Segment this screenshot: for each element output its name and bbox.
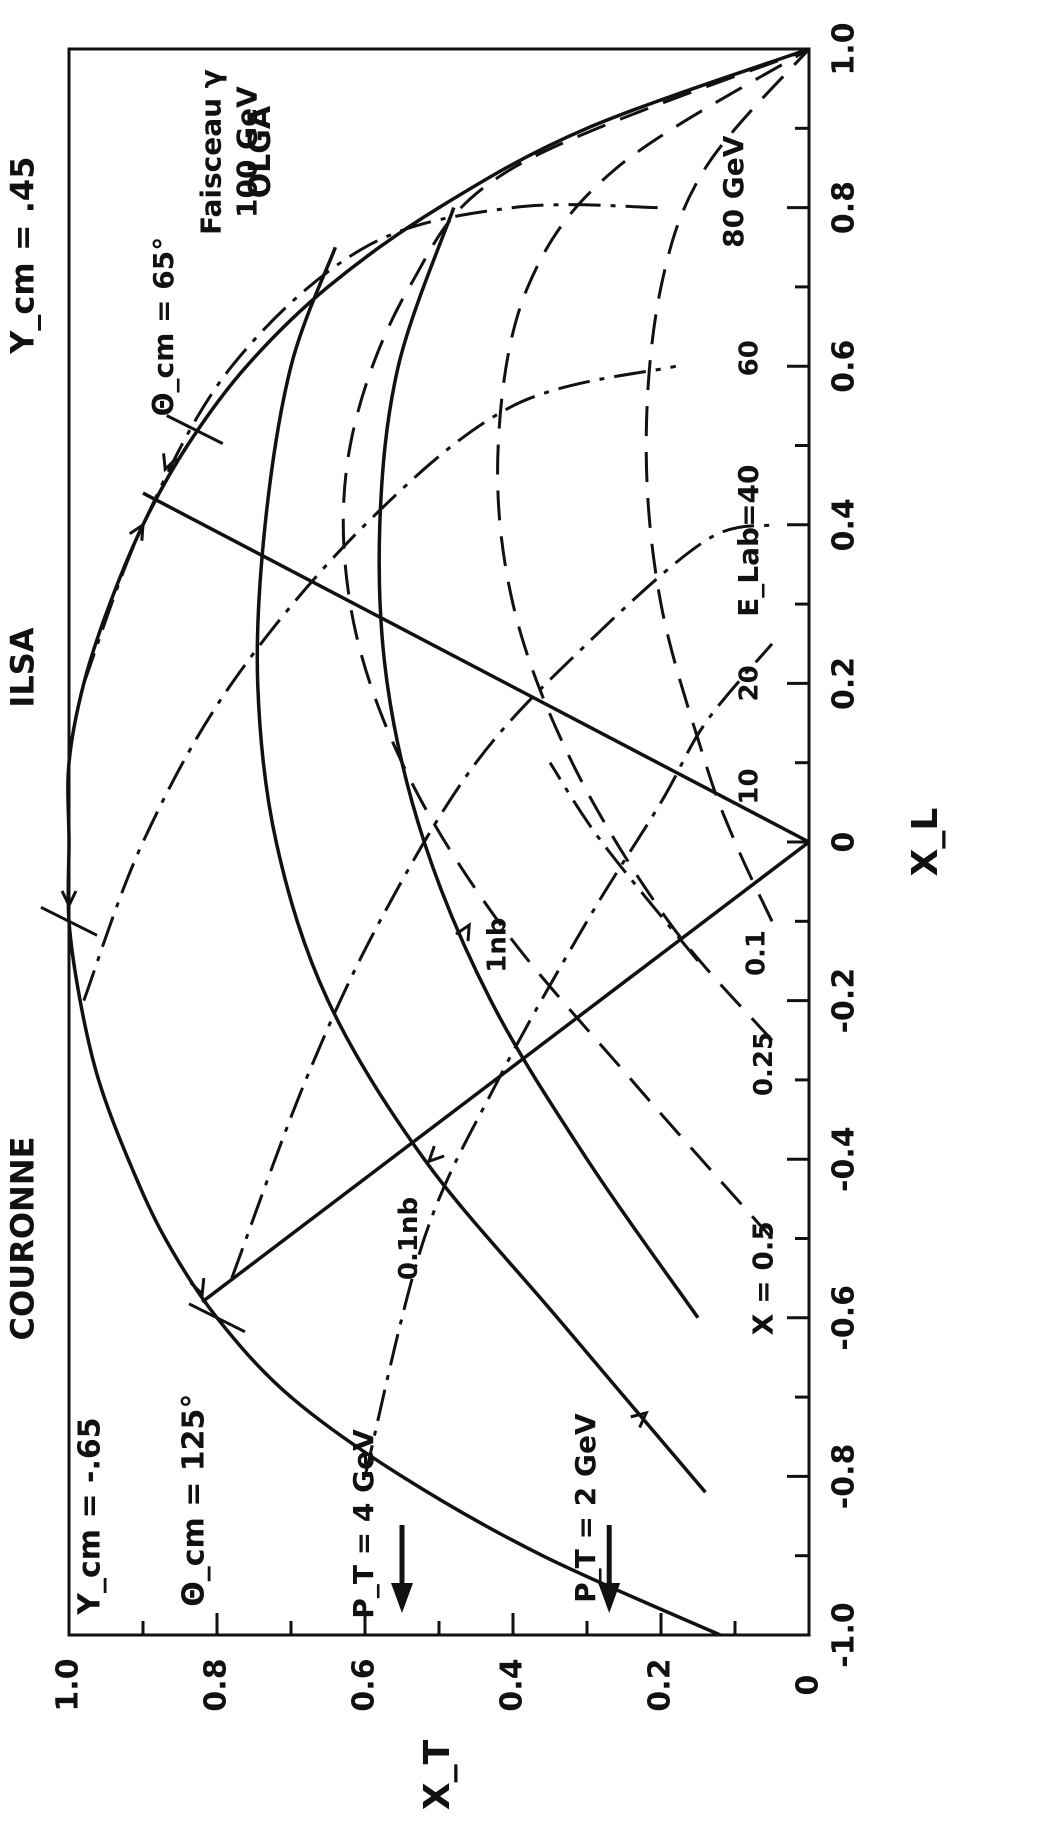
- annotation-group: OLGA ILSA COURONNE Y_cm = .45 Θ_cm = 65° Y_cm…: [4, 69, 780, 1619]
- label-e60: 60: [734, 340, 764, 376]
- xl-tick-label: -1.0: [827, 1602, 862, 1668]
- arrow-head: [630, 1410, 649, 1429]
- boundary-marker-tick: [166, 414, 224, 445]
- label-couronne: COURONNE: [4, 1137, 42, 1341]
- xt-tick-label: 0.2: [643, 1658, 678, 1711]
- label-pt-2gev: P_T = 2 GeV: [569, 1413, 602, 1603]
- boundary-marker-tick: [188, 1302, 246, 1334]
- pt-arrow-head: [391, 1583, 413, 1613]
- label-pt-4gev: P_T = 4 GeV: [347, 1429, 380, 1619]
- xl-tick-label: -0.8: [827, 1444, 862, 1510]
- xl-axis-title: X_L: [905, 808, 946, 877]
- elab-contour-dashdot: [82, 364, 677, 1002]
- x-contour-dashed: [341, 47, 810, 1240]
- label-x-01: 0.1: [742, 930, 772, 976]
- x-contour-dashed: [496, 47, 810, 1042]
- xt-tick-label: 0: [791, 1675, 826, 1696]
- xl-tick-label: -0.4: [827, 1126, 862, 1192]
- detector-angle-line: [142, 491, 810, 844]
- xt-tick-label: 0.6: [347, 1658, 382, 1711]
- label-01nb: 0.1nb: [394, 1197, 424, 1280]
- xl-tick-label: 0.8: [827, 181, 862, 234]
- arrow-head: [128, 521, 145, 541]
- curves-group: [40, 47, 811, 1637]
- xt-axis-title: X_T: [417, 1739, 458, 1810]
- elab-contour-dashdot: [230, 523, 773, 1279]
- elab-contour-dashdot: [363, 642, 774, 1477]
- xl-tick-group: -1.0 -0.8 -0.6 -0.4 -0.2 0 0.2 0.4 0.6 0.8 1.0 X_L: [787, 22, 946, 1668]
- xl-tick-label: -0.2: [827, 968, 862, 1034]
- xl-tick-label: 0.6: [827, 340, 862, 393]
- label-x-05: X = 0.5: [747, 1221, 780, 1335]
- pt-arrow-head: [598, 1583, 621, 1613]
- arrow-head: [426, 1145, 445, 1164]
- label-x-025: 0.25: [749, 1032, 779, 1096]
- x-contour-dashed: [644, 48, 811, 922]
- label-theta-positive: Θ_cm = 65°: [147, 237, 180, 417]
- label-1nb: 1nb: [483, 917, 513, 972]
- label-olga: OLGA: [243, 105, 278, 198]
- detector-angle-line: [201, 840, 811, 1304]
- xl-tick-label: 0.4: [827, 498, 862, 551]
- xt-tick-label: 0.4: [495, 1658, 530, 1711]
- cross-section-contour: [255, 246, 707, 1494]
- xl-tick-label: 1.0: [827, 22, 862, 75]
- cross-section-contour: [377, 207, 700, 1319]
- xt-tick-group: 0 0.2 0.4 0.6 0.8 1.0 X_T: [51, 1613, 826, 1810]
- label-ilsa: ILSA: [4, 627, 42, 707]
- label-ycm-positive: Y_cm = .45: [4, 157, 42, 355]
- label-e20: 20: [734, 665, 764, 701]
- label-beam-line2: 100 GeV: [231, 86, 264, 218]
- elab-contour-dashdot: [82, 203, 662, 684]
- xl-tick-label: -0.6: [827, 1285, 862, 1351]
- kinematic-boundary-curve: [66, 47, 810, 1637]
- label-theta-negative: Θ_cm = 125°: [176, 1394, 211, 1607]
- label-elab-40: E_Lab=40: [732, 464, 765, 616]
- arrow-head: [189, 1277, 206, 1298]
- arrow-head: [162, 453, 178, 473]
- arrow-head: [60, 890, 78, 909]
- xt-tick-label: 1.0: [51, 1658, 86, 1711]
- xl-tick-label: 0: [827, 832, 862, 853]
- boundary-marker-tick: [40, 905, 98, 937]
- label-beam-line1: Faisceau γ: [195, 69, 228, 235]
- xl-tick-label: 0.2: [827, 657, 862, 710]
- arrow-head: [455, 922, 471, 942]
- label-ycm-negative: Y_cm = -.65: [73, 1417, 108, 1615]
- label-e10: 10: [734, 768, 764, 804]
- xt-tick-label: 0.8: [199, 1658, 234, 1711]
- label-e80gev: 80 GeV: [717, 135, 750, 248]
